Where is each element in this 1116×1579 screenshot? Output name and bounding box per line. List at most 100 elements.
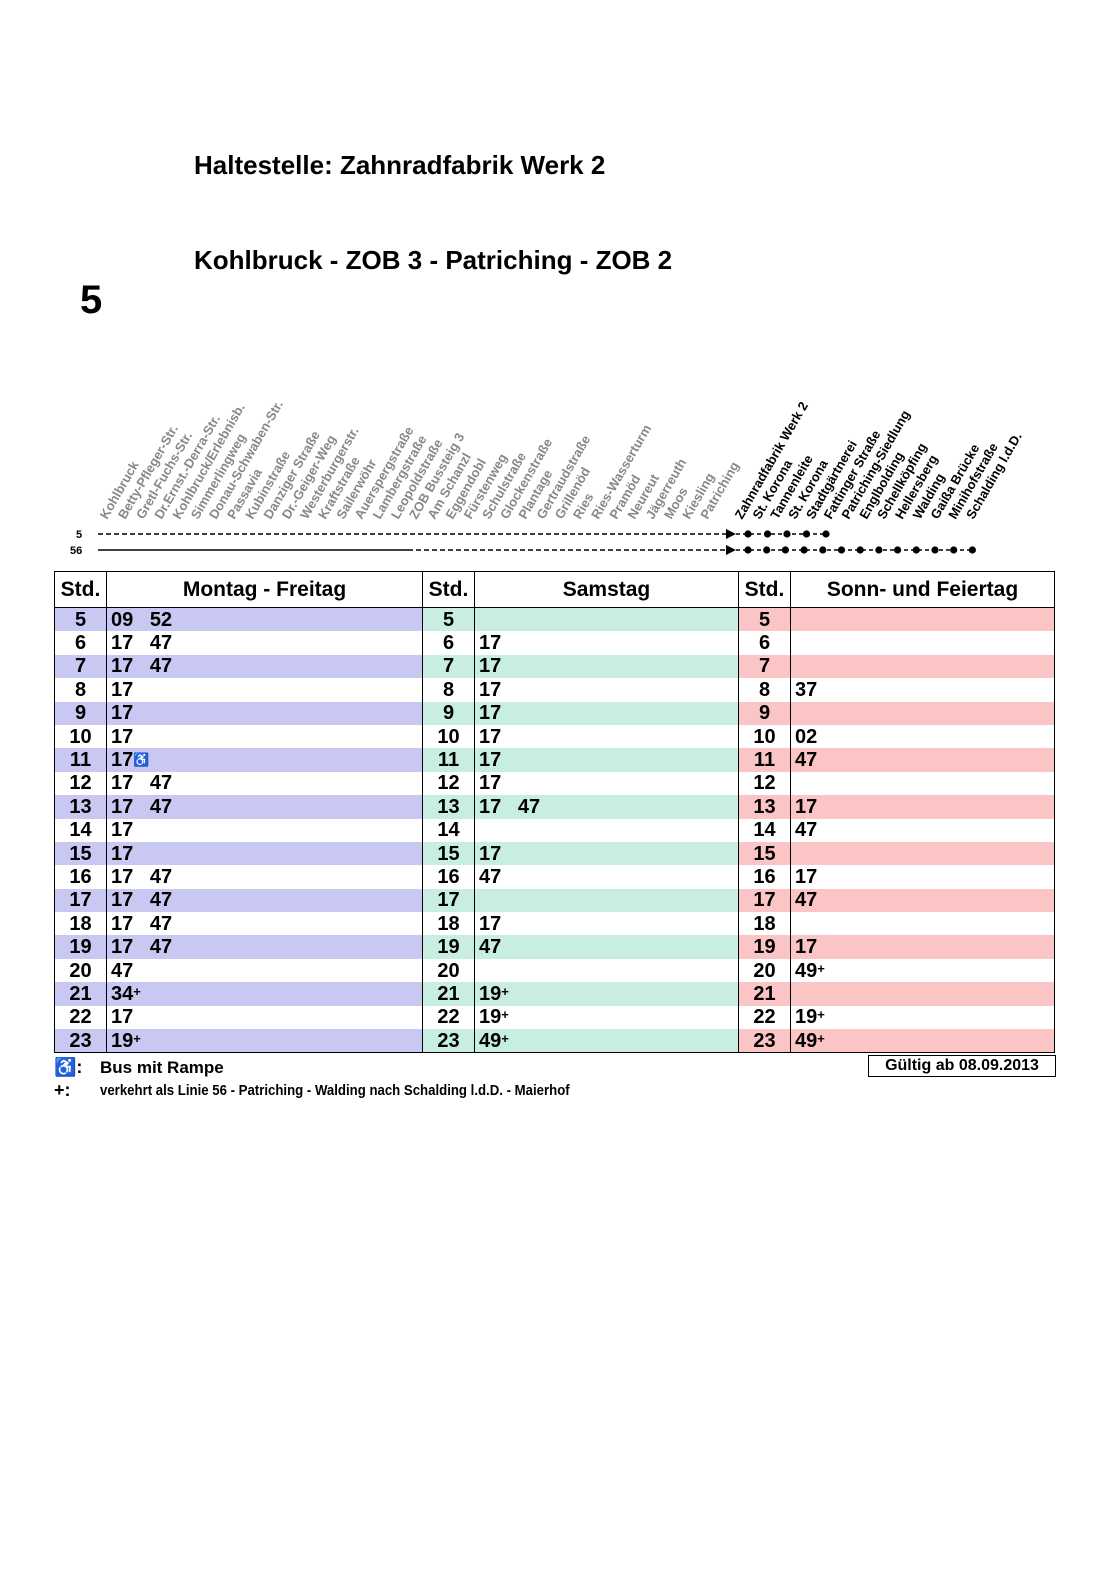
cell-value: 6	[442, 632, 455, 655]
line-56-stop-dot	[763, 546, 771, 554]
cell-value: 14	[753, 819, 776, 842]
cell-value: 8	[442, 678, 455, 701]
cell-value: 02	[795, 725, 818, 748]
legend-wheelchair: ♿: Bus mit Rampe	[54, 1057, 634, 1078]
cell-value: 8	[758, 678, 771, 701]
hour-cell-sa: 21	[422, 982, 475, 1006]
cell-value: 47	[111, 959, 134, 982]
cell-value: 17	[795, 865, 818, 888]
minutes-cell-sa: 17	[474, 771, 739, 796]
hour-cell-so: 17	[738, 888, 791, 913]
cell-value: 5	[442, 608, 455, 631]
hour-cell-so: 8	[738, 678, 791, 702]
cell-value: 6	[758, 632, 771, 655]
hour-cell-sa: 6	[422, 631, 475, 655]
cell-value: 49	[479, 1029, 502, 1052]
cell-value: 16	[69, 865, 92, 888]
cell-value: 17	[795, 936, 818, 959]
cell-value: 19	[479, 1006, 502, 1029]
hour-cell-so: 14	[738, 818, 791, 842]
table-row: 10 17 10 17 10 02	[54, 724, 1055, 749]
minutes-cell-so	[790, 701, 1055, 725]
hour-cell-sa: 10	[422, 724, 475, 749]
minutes-cell-so: 37	[790, 678, 1055, 702]
cell-value: 21	[69, 982, 92, 1005]
plus-marker: +	[817, 1007, 825, 1023]
minutes-cell-so: 47	[790, 888, 1055, 913]
plus-marker: +	[501, 1007, 509, 1023]
cell-value: 12	[753, 772, 776, 795]
cell-value: 23	[69, 1029, 92, 1052]
line-5-stop-dot	[802, 530, 811, 538]
hour-cell-sa: 18	[422, 912, 475, 936]
cell-value: 15	[753, 842, 776, 865]
cell-value: 17	[111, 725, 134, 748]
line-56-stop-dot	[875, 546, 883, 554]
cell-value: 9	[758, 702, 771, 725]
line-56-stop-dot	[781, 546, 790, 554]
plus-marker: +	[133, 983, 141, 999]
hour-cell-so: 21	[738, 982, 791, 1006]
minutes-cell-so	[790, 771, 1055, 796]
cell-value: 47	[795, 749, 818, 772]
minutes-cell-so: 17	[790, 935, 1055, 959]
cell-value: 18	[753, 912, 776, 935]
cell-value: 19	[795, 1006, 818, 1029]
minutes-cell-mf: 17♿	[106, 748, 423, 772]
minutes-cell-so: 49+	[790, 1029, 1055, 1054]
cell-value: 17	[111, 1006, 134, 1029]
hour-cell-so: 12	[738, 771, 791, 796]
table-row: 16 17 47 16 47 16 17	[54, 865, 1055, 889]
cell-value: 17	[795, 795, 818, 818]
cell-value: 5	[74, 608, 87, 631]
hour-cell-mf: 21	[54, 982, 107, 1006]
line-label-56: 56	[70, 545, 82, 557]
cell-value: 12	[69, 772, 92, 795]
line-56-stop-dot	[912, 546, 920, 554]
minutes-cell-mf: 17 47	[106, 935, 423, 959]
stop-title: Haltestelle: Zahnradfabrik Werk 2	[194, 150, 606, 180]
cell-value: 09 52	[111, 608, 173, 631]
cell-value: 12	[437, 772, 460, 795]
minutes-cell-sa: 17	[474, 748, 739, 772]
hour-cell-so: 15	[738, 841, 791, 866]
minutes-cell-mf: 47	[106, 958, 423, 983]
minutes-cell-so: 47	[790, 748, 1055, 772]
line-5-stop-dot	[822, 530, 830, 538]
cell-value: 22	[753, 1006, 776, 1029]
minutes-cell-mf: 17 47	[106, 912, 423, 936]
minutes-cell-so	[790, 607, 1055, 632]
cell-value: 6	[74, 632, 87, 655]
minutes-cell-sa: 17	[474, 631, 739, 655]
cell-value: 23	[437, 1029, 460, 1052]
hour-cell-so: 5	[738, 607, 791, 632]
minutes-cell-so: 49+	[790, 958, 1055, 983]
cell-value: 17	[479, 655, 502, 678]
cell-value: 17	[111, 678, 134, 701]
hour-cell-sa: 22	[422, 1005, 475, 1030]
plus-marker: +	[133, 1030, 141, 1046]
hour-cell-sa: 20	[422, 958, 475, 983]
cell-value: 18	[69, 912, 92, 935]
cell-value: 17	[479, 749, 502, 772]
cell-value: 21	[437, 982, 460, 1005]
table-row: 12 17 47 12 17 12	[54, 771, 1055, 796]
cell-value: 21	[753, 982, 776, 1005]
minutes-cell-mf: 17 47	[106, 865, 423, 889]
table-row: 22 17 22 19+ 22 19+	[54, 1005, 1055, 1030]
minutes-cell-mf: 17	[106, 701, 423, 725]
minutes-cell-mf: 17 47	[106, 771, 423, 796]
hour-cell-so: 13	[738, 795, 791, 819]
cell-value: 8	[74, 678, 87, 701]
hour-cell-mf: 15	[54, 841, 107, 866]
plus-marker: +	[817, 1030, 825, 1046]
cell-value: 17	[111, 842, 134, 865]
cell-value: 19	[437, 936, 460, 959]
minutes-cell-sa	[474, 888, 739, 913]
table-row: 23 19+ 23 49+ 23 49+	[54, 1029, 1055, 1054]
hour-cell-so: 11	[738, 748, 791, 772]
minutes-cell-so	[790, 982, 1055, 1006]
table-row: 11 17♿ 11 17 11 47	[54, 748, 1055, 772]
line-5-stop-dot	[763, 530, 772, 538]
hour-cell-mf: 9	[54, 701, 107, 725]
